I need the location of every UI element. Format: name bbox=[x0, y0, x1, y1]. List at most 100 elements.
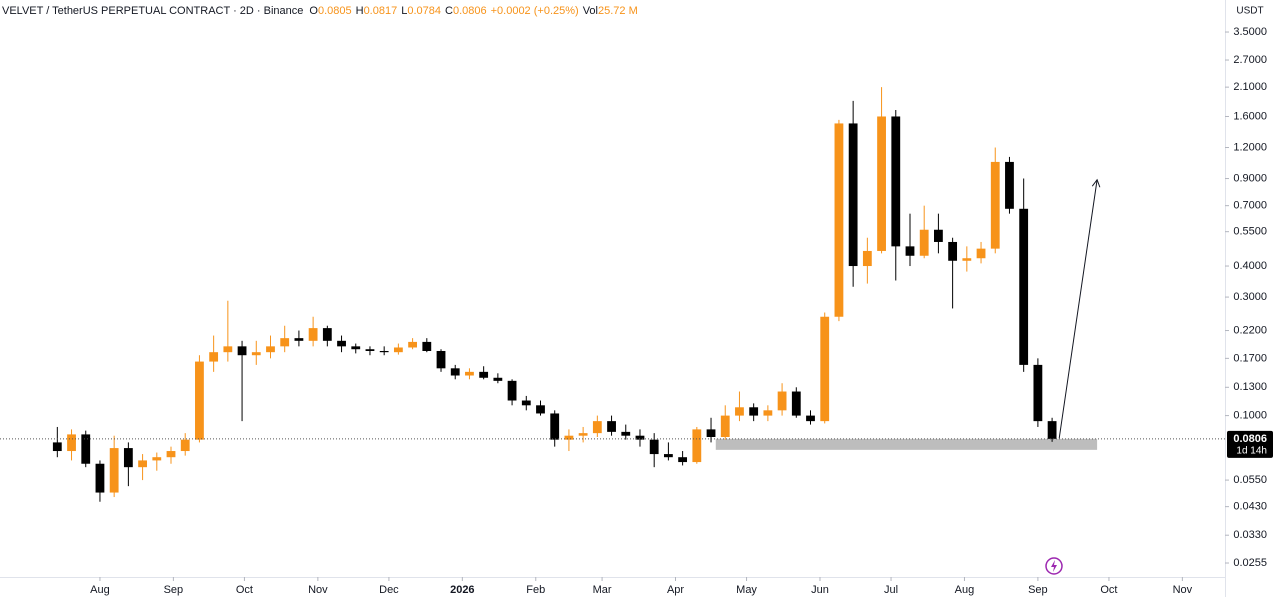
candle-body bbox=[294, 338, 304, 341]
candle-body bbox=[621, 431, 631, 436]
candle-body bbox=[905, 246, 915, 256]
legend-key: O bbox=[309, 5, 318, 17]
candle-body bbox=[848, 123, 858, 267]
x-tick-label: Mar bbox=[593, 584, 612, 596]
y-tick-label: 0.0430 bbox=[1233, 501, 1267, 513]
candle-body bbox=[379, 350, 389, 353]
alert-icon bbox=[1045, 557, 1063, 575]
y-tick-label: 0.1000 bbox=[1233, 410, 1267, 422]
support-zone bbox=[715, 438, 1098, 450]
candle-body bbox=[1019, 208, 1029, 365]
legend-value: 0.0817 bbox=[364, 5, 398, 17]
candle-body bbox=[678, 457, 688, 463]
header: VELVET / TetherUS PERPETUAL CONTRACT · 2… bbox=[2, 5, 638, 17]
x-tick-label: May bbox=[736, 584, 757, 596]
candle-body bbox=[891, 116, 901, 247]
candle-body bbox=[351, 346, 361, 350]
y-tick-label: 0.4000 bbox=[1233, 260, 1267, 272]
candle-body bbox=[138, 460, 147, 468]
candle-body bbox=[337, 340, 346, 347]
x-tick-label: Nov bbox=[308, 584, 328, 596]
candle-body bbox=[607, 421, 616, 432]
candle-body bbox=[237, 346, 247, 356]
candle-body bbox=[578, 433, 588, 436]
candle-body bbox=[649, 439, 659, 455]
legend-key: C bbox=[445, 5, 453, 17]
candle-body bbox=[180, 439, 190, 452]
candle-body bbox=[720, 415, 730, 438]
candle-body bbox=[365, 349, 375, 351]
x-tick-label: Apr bbox=[667, 584, 684, 596]
candle-body bbox=[706, 429, 716, 438]
legend-value: 0.0806 bbox=[453, 5, 487, 17]
legend-value: 0.0805 bbox=[318, 5, 352, 17]
x-tick-label: 2026 bbox=[450, 584, 474, 596]
candle-body bbox=[322, 328, 332, 341]
y-tick-label: 0.7000 bbox=[1233, 200, 1267, 212]
x-tick-label: Nov bbox=[1173, 584, 1193, 596]
arrow-head bbox=[1091, 178, 1101, 188]
symbol: VELVET / TetherUS PERPETUAL CONTRACT · 2… bbox=[2, 5, 303, 17]
candle-body bbox=[806, 415, 815, 422]
legend-key: H bbox=[356, 5, 364, 17]
candle-body bbox=[109, 448, 119, 493]
candle-body bbox=[521, 400, 531, 406]
candle-body bbox=[266, 346, 275, 353]
candle-body bbox=[948, 241, 958, 261]
y-tick-label: 0.1700 bbox=[1233, 352, 1267, 364]
volume: 25.72 M bbox=[598, 5, 638, 17]
candle-body bbox=[990, 161, 1000, 249]
x-tick-label: Oct bbox=[1100, 584, 1117, 596]
candle-body bbox=[536, 405, 545, 414]
candle-body bbox=[52, 442, 62, 452]
candle-body bbox=[564, 435, 574, 440]
y-tick-label: 0.2200 bbox=[1233, 324, 1267, 336]
x-tick-label: Jun bbox=[811, 584, 829, 596]
x-tick-label: Jul bbox=[884, 584, 898, 596]
volume-key: Vol bbox=[583, 5, 598, 17]
x-tick-label: Aug bbox=[955, 584, 975, 596]
legend-key: L bbox=[401, 5, 407, 17]
y-tick-label: 0.5500 bbox=[1233, 226, 1267, 238]
price-tag: 0.0806 bbox=[1233, 433, 1267, 445]
candle-body bbox=[962, 258, 972, 261]
y-tick-label: 0.0255 bbox=[1233, 557, 1267, 569]
x-tick-label: Sep bbox=[1028, 584, 1048, 596]
candle-body bbox=[791, 391, 801, 416]
x-tick-label: Feb bbox=[526, 584, 545, 596]
candle-body bbox=[592, 421, 602, 434]
candle-body bbox=[223, 346, 233, 353]
candle-body bbox=[919, 229, 929, 256]
candle-body bbox=[663, 454, 673, 458]
candle-body bbox=[1047, 421, 1057, 439]
x-tick-label: Oct bbox=[236, 584, 253, 596]
candle-body bbox=[877, 116, 886, 251]
candle-body bbox=[251, 352, 261, 356]
x-tick-label: Sep bbox=[164, 584, 184, 596]
candle-body bbox=[1005, 161, 1014, 209]
change: +0.0002 (+0.25%) bbox=[491, 5, 579, 17]
y-tick-label: 3.5000 bbox=[1233, 26, 1267, 38]
candle-body bbox=[820, 316, 830, 422]
price-tag-bg bbox=[1227, 430, 1273, 458]
candle-body bbox=[635, 435, 645, 440]
countdown: 1d 14h bbox=[1236, 446, 1267, 457]
candle-body bbox=[976, 248, 986, 259]
candle-body bbox=[479, 371, 489, 378]
candle-body bbox=[422, 341, 432, 351]
candle-body bbox=[408, 341, 418, 348]
candle-body bbox=[465, 371, 474, 376]
candle-body bbox=[493, 377, 503, 381]
y-tick-label: 2.7000 bbox=[1233, 54, 1267, 66]
candle-body bbox=[393, 347, 403, 353]
candle-body bbox=[67, 434, 76, 452]
candle-body bbox=[735, 407, 744, 416]
legend-value: 0.0784 bbox=[407, 5, 441, 17]
y-tick-label: 2.1000 bbox=[1233, 81, 1267, 93]
candle-body bbox=[749, 407, 759, 416]
candle-body bbox=[1033, 364, 1043, 422]
candle-body bbox=[777, 391, 787, 411]
candle-body bbox=[123, 448, 133, 468]
